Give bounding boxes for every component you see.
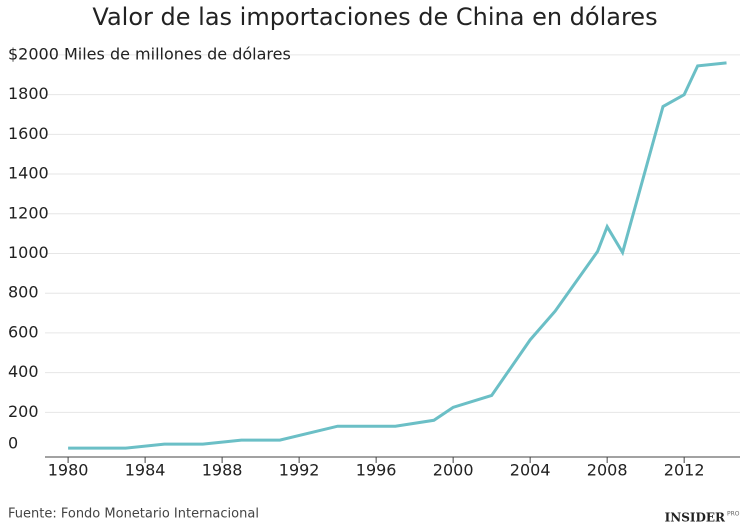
x-tick-label: 1992 — [279, 461, 320, 480]
y-tick-label: 600 — [8, 322, 39, 341]
x-tick-label: 2004 — [510, 461, 551, 480]
y-tick-label: $2000 Miles de millones de dólares — [8, 44, 291, 63]
x-tick-label: 2012 — [664, 461, 705, 480]
x-tick-label: 2008 — [587, 461, 628, 480]
data-line — [68, 61, 727, 450]
y-tick-label: 1400 — [8, 164, 49, 183]
x-tick-label: 1984 — [125, 461, 166, 480]
x-tick-label: 1988 — [202, 461, 243, 480]
chart-title: Valor de las importaciones de China en d… — [92, 3, 657, 31]
y-tick-label: 1000 — [8, 243, 49, 262]
y-tick-label: 1600 — [8, 124, 49, 143]
y-tick-label: 200 — [8, 402, 39, 421]
y-tick-label: 1200 — [8, 203, 49, 222]
x-tick-label: 2000 — [433, 461, 474, 480]
x-tick-label: 1996 — [356, 461, 397, 480]
y-tick-label: 800 — [8, 283, 39, 302]
source: Fuente: Fondo Monetario Internacional — [8, 507, 259, 522]
y-tick-label: 1800 — [8, 84, 49, 103]
brand: INSIDER — [665, 511, 726, 525]
brand-sub: PRO — [727, 511, 740, 518]
y-tick-label: 0 — [8, 434, 18, 453]
y-tick-label: 400 — [8, 362, 39, 381]
x-tick-label: 1980 — [48, 461, 89, 480]
